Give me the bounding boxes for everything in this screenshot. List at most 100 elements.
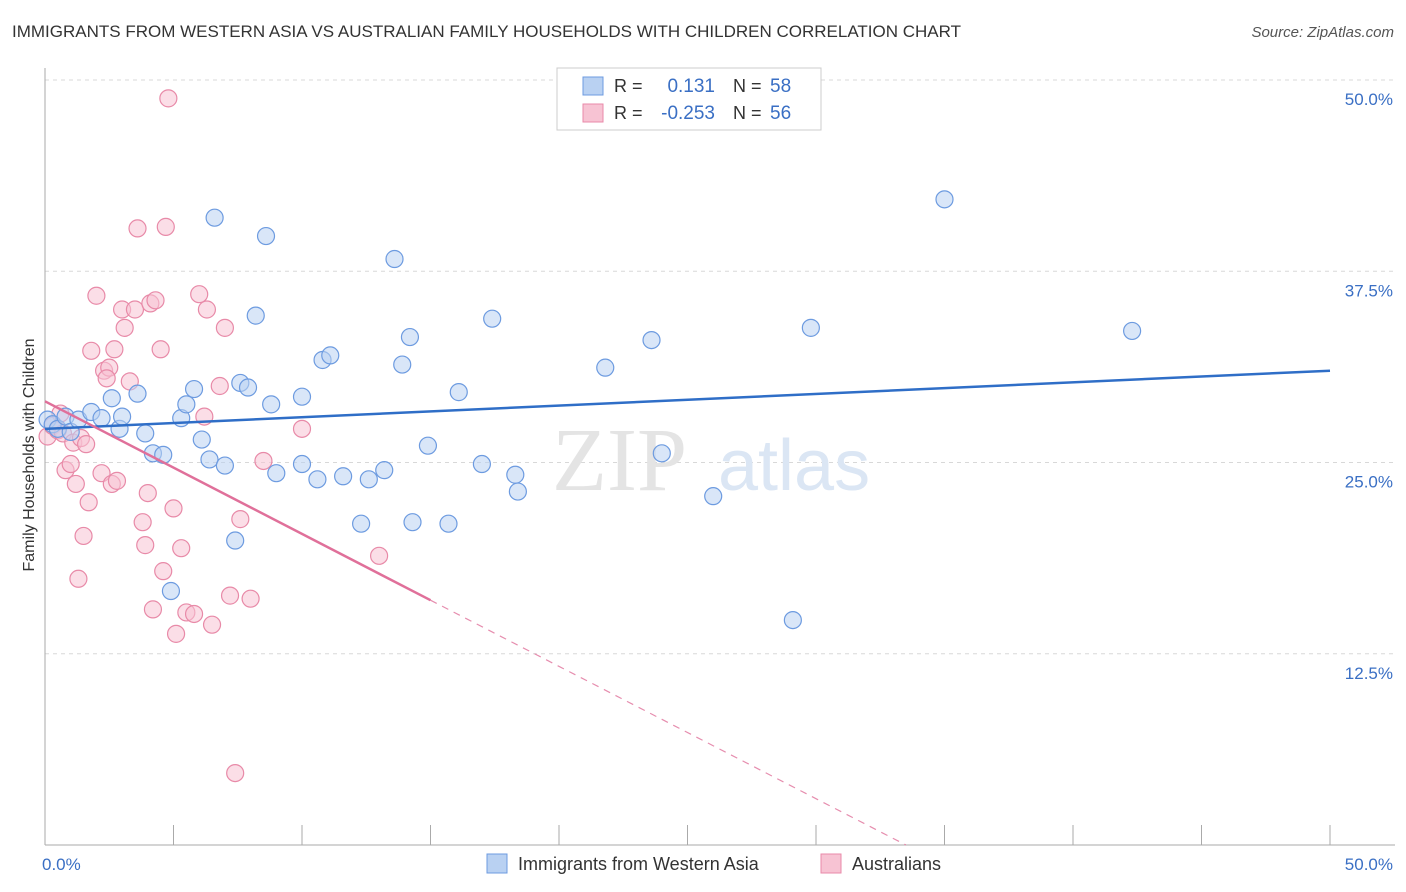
western-asia-point-51 xyxy=(642,331,661,350)
western-asia-point-20 xyxy=(200,450,219,469)
x-tick-labels: 0.0% 50.0% xyxy=(42,855,1393,874)
series-legend: Immigrants from Western Asia Australians xyxy=(486,853,941,874)
australians-point-45 xyxy=(202,615,222,634)
legend-pink-swatch xyxy=(582,103,604,123)
australians-point-11 xyxy=(74,526,93,546)
western-asia-point-7 xyxy=(92,409,111,428)
legend-n-label-2: N = xyxy=(733,103,762,123)
western-asia-point-43 xyxy=(418,436,438,455)
australians-point-31 xyxy=(143,600,163,619)
western-asia-point-44 xyxy=(439,514,458,533)
y-tick-labels: 12.5% 25.0% 37.5% 50.0% xyxy=(1345,90,1393,683)
western-asia-point-53 xyxy=(704,487,723,506)
australians-point-8 xyxy=(66,474,85,494)
australians-point-39 xyxy=(172,539,191,558)
western-asia-point-35 xyxy=(334,467,353,486)
western-asia-point-30 xyxy=(292,387,312,406)
gridlines xyxy=(45,79,1395,655)
western-asia-point-25 xyxy=(238,378,258,397)
bottom-legend-label-western-asia: Immigrants from Western Asia xyxy=(518,854,760,874)
australians-point-55 xyxy=(97,369,116,388)
western-asia-point-46 xyxy=(472,454,491,474)
australians-point-48 xyxy=(220,586,240,605)
australians-point-9 xyxy=(69,569,88,588)
western-asia-point-32 xyxy=(308,470,327,489)
australians-point-28 xyxy=(136,536,155,555)
australians-point-52 xyxy=(254,451,273,471)
western-asia-point-36 xyxy=(352,514,371,533)
legend-blue-swatch xyxy=(582,76,604,96)
australians-point-13 xyxy=(79,493,98,512)
western-asia-point-49 xyxy=(508,482,527,501)
western-asia-point-19 xyxy=(192,430,211,449)
western-asia-trend-line xyxy=(44,369,1331,431)
western-asia-point-34 xyxy=(321,346,340,365)
western-asia-point-40 xyxy=(393,355,412,374)
western-asia-point-8 xyxy=(102,389,121,408)
western-asia-point-37 xyxy=(359,470,378,489)
legend-r-value-1: 0.131 xyxy=(667,76,715,97)
australians-point-20 xyxy=(105,340,124,359)
australians-point-53 xyxy=(292,419,312,438)
western-asia-point-38 xyxy=(375,461,394,480)
legend-n-label-1: N = xyxy=(733,76,762,96)
western-asia-point-12 xyxy=(136,424,155,443)
australians-point-34 xyxy=(154,562,173,581)
chart-source: Source: ZipAtlas.com xyxy=(1251,24,1394,41)
australians-point-46 xyxy=(210,376,229,396)
australians-point-38 xyxy=(166,624,186,643)
chart-title: IMMIGRANTS FROM WESTERN ASIA VS AUSTRALI… xyxy=(12,22,961,41)
australians-point-54 xyxy=(370,546,389,565)
western-asia-point-55 xyxy=(801,318,820,337)
australians-point-33 xyxy=(151,340,170,359)
western-asia-point-39 xyxy=(385,249,404,269)
western-asia-point-48 xyxy=(506,465,525,484)
bottom-legend-label-australians: Australians xyxy=(852,854,941,874)
western-asia-point-14 xyxy=(154,445,173,464)
y-axis-title: Family Households with Children xyxy=(21,339,38,572)
western-asia-point-45 xyxy=(449,383,468,402)
western-asia-point-15 xyxy=(161,581,181,601)
western-asia-point-11 xyxy=(128,384,147,403)
australians-points xyxy=(38,89,389,783)
axes xyxy=(44,68,1395,846)
western-asia-point-21 xyxy=(205,208,224,227)
x-tick-label-1: 50.0% xyxy=(1345,855,1393,874)
y-tick-label-3: 50.0% xyxy=(1345,90,1393,109)
bottom-legend-blue-swatch xyxy=(486,853,508,874)
western-asia-point-42 xyxy=(403,513,422,532)
y-tick-label-1: 25.0% xyxy=(1345,473,1393,492)
australians-point-26 xyxy=(128,219,147,238)
trend-lines xyxy=(44,369,1331,846)
australians-point-47 xyxy=(215,318,234,337)
western-asia-point-31 xyxy=(292,454,312,474)
australians-point-29 xyxy=(138,484,157,503)
y-tick-label-2: 37.5% xyxy=(1345,281,1393,300)
bottom-legend-pink-swatch xyxy=(820,853,842,874)
y-tick-label-0: 12.5% xyxy=(1345,664,1393,683)
legend-n-value-2: 56 xyxy=(770,103,791,124)
australians-trend-line xyxy=(44,400,432,602)
legend-r-label-1: R = xyxy=(614,76,643,96)
watermark-atlas: atlas xyxy=(718,426,870,506)
western-asia-point-56 xyxy=(935,190,954,209)
western-asia-point-22 xyxy=(215,456,234,475)
western-asia-point-50 xyxy=(596,358,615,377)
australians-point-15 xyxy=(87,286,106,305)
australians-point-36 xyxy=(159,89,178,108)
western-asia-point-29 xyxy=(267,464,286,483)
australians-point-12 xyxy=(77,435,96,454)
western-asia-point-17 xyxy=(177,395,196,414)
western-asia-point-47 xyxy=(483,309,502,328)
australians-point-44 xyxy=(197,300,217,319)
legend-n-value-1: 58 xyxy=(770,76,791,97)
western-asia-point-18 xyxy=(184,379,204,399)
australians-point-32 xyxy=(146,291,165,310)
western-asia-point-26 xyxy=(246,306,265,325)
australians-point-6 xyxy=(61,454,80,474)
australians-trend-line-extension xyxy=(430,599,907,846)
western-asia-point-10 xyxy=(112,407,132,426)
legend-r-label-2: R = xyxy=(614,103,643,123)
western-asia-point-27 xyxy=(256,226,276,246)
